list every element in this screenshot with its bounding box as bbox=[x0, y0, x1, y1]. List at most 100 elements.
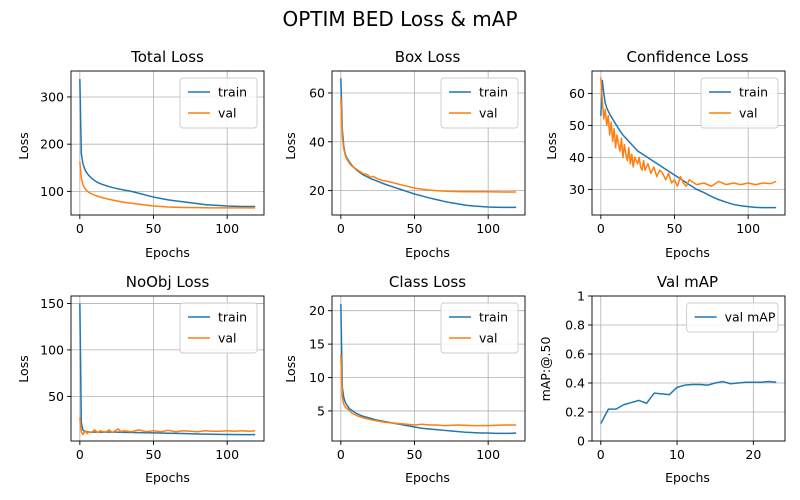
y-tick-label: 15 bbox=[309, 337, 325, 352]
legend-label-train: train bbox=[218, 85, 247, 100]
series-line-val bbox=[340, 97, 517, 193]
x-axis-label: Epochs bbox=[665, 470, 710, 485]
axes-frame bbox=[331, 70, 526, 216]
axes-frame bbox=[70, 70, 265, 216]
panel-title: Confidence Loss bbox=[626, 48, 748, 66]
legend: train val bbox=[440, 77, 519, 129]
y-tick-label: 150 bbox=[40, 296, 64, 311]
x-axis-label: Epochs bbox=[405, 245, 450, 260]
legend: train val bbox=[179, 77, 258, 129]
ticks: 0 50 100 20 40 60 bbox=[309, 85, 500, 236]
y-axis-label: Loss bbox=[16, 355, 31, 382]
y-axis-label: Loss bbox=[283, 355, 298, 382]
y-axis-label: Loss bbox=[16, 132, 31, 159]
series-line-train bbox=[340, 304, 517, 435]
x-tick-label: 0 bbox=[76, 221, 84, 236]
x-tick-label: 10 bbox=[669, 447, 685, 462]
x-tick-label: 0 bbox=[337, 447, 345, 462]
x-axis-label: Epochs bbox=[405, 470, 450, 485]
legend-label-val: val bbox=[479, 331, 498, 346]
y-tick-label: 100 bbox=[40, 184, 64, 199]
figure-title: OPTIM BED Loss & mAP bbox=[282, 7, 517, 31]
panel-class-loss: Class Loss Epochs Loss 0 50 100 5 10 15 20 trai… bbox=[283, 273, 526, 485]
x-tick-label: 100 bbox=[476, 447, 500, 462]
x-tick-label: 50 bbox=[407, 221, 423, 236]
legend-frame bbox=[440, 77, 519, 129]
legend: train val bbox=[700, 77, 779, 129]
legend-label-train: train bbox=[479, 85, 508, 100]
x-tick-label: 50 bbox=[407, 447, 423, 462]
y-tick-label: 0.4 bbox=[565, 376, 585, 391]
x-axis-label: Epochs bbox=[145, 470, 190, 485]
y-tick-label: 20 bbox=[309, 183, 325, 198]
plot-area bbox=[340, 304, 517, 435]
ticks: 0 50 100 100 200 300 bbox=[40, 89, 239, 236]
y-tick-label: 30 bbox=[569, 182, 585, 197]
y-tick-label: 0.2 bbox=[565, 405, 585, 420]
x-tick-label: 50 bbox=[146, 447, 162, 462]
x-axis-label: Epochs bbox=[145, 245, 190, 260]
panel-title: NoObj Loss bbox=[126, 273, 210, 291]
x-tick-label: 0 bbox=[76, 447, 84, 462]
panel-noobj-loss: NoObj Loss Epochs Loss 0 50 100 50 100 150 tra… bbox=[16, 273, 265, 485]
plot-area bbox=[600, 77, 777, 209]
legend-label-val: val bbox=[479, 106, 498, 121]
series-line-train bbox=[600, 79, 777, 209]
x-tick-label: 0 bbox=[337, 221, 345, 236]
y-tick-label: 10 bbox=[309, 370, 325, 385]
y-tick-label: 0.6 bbox=[565, 347, 585, 362]
ticks: 0 50 100 5 10 15 20 bbox=[309, 303, 500, 462]
legend-label-val-map: val mAP bbox=[725, 310, 776, 325]
y-tick-label: 0.8 bbox=[565, 318, 585, 333]
legend: train val bbox=[440, 302, 519, 354]
legend-frame bbox=[686, 302, 779, 333]
legend-label-train: train bbox=[218, 310, 247, 325]
panel-box-loss: Box Loss Epochs Loss 0 50 100 20 40 60 train va… bbox=[283, 48, 526, 260]
panel-title: Box Loss bbox=[395, 48, 461, 66]
panel-title: Val mAP bbox=[657, 273, 718, 291]
y-tick-label: 300 bbox=[40, 89, 64, 104]
grid bbox=[592, 71, 785, 215]
y-tick-label: 40 bbox=[569, 150, 585, 165]
y-tick-label: 50 bbox=[569, 118, 585, 133]
x-axis-label: Epochs bbox=[665, 245, 710, 260]
y-tick-label: 0 bbox=[577, 434, 585, 449]
legend-frame bbox=[179, 302, 258, 354]
panel-total-loss: Total Loss Epochs Loss 0 50 100 100 200 300 tr… bbox=[16, 48, 265, 260]
legend-label-train: train bbox=[479, 310, 508, 325]
axes-frame bbox=[591, 70, 786, 216]
legend-label-train: train bbox=[739, 85, 768, 100]
plot-area bbox=[340, 78, 517, 209]
legend-label-val: val bbox=[739, 106, 758, 121]
y-axis-label: mAP:@.50 bbox=[538, 337, 553, 402]
y-tick-label: 40 bbox=[309, 134, 325, 149]
plot-area bbox=[79, 79, 256, 209]
panel-title: Total Loss bbox=[130, 48, 204, 66]
x-tick-label: 20 bbox=[745, 447, 761, 462]
series-line-val-map bbox=[600, 380, 777, 424]
x-tick-label: 100 bbox=[215, 221, 239, 236]
ticks: 0 10 20 0 0.2 0.4 0.6 0.8 1 bbox=[565, 289, 761, 463]
y-tick-label: 100 bbox=[40, 342, 64, 357]
legend-frame bbox=[440, 302, 519, 354]
y-tick-label: 60 bbox=[309, 85, 325, 100]
y-tick-label: 20 bbox=[309, 303, 325, 318]
axes-frame bbox=[591, 295, 786, 442]
ticks: 0 50 100 50 100 150 bbox=[40, 296, 239, 462]
legend: train val bbox=[179, 302, 258, 354]
legend-label-val: val bbox=[218, 331, 237, 346]
y-tick-label: 50 bbox=[48, 389, 64, 404]
series-line-val bbox=[600, 77, 777, 187]
series-line-val bbox=[79, 161, 256, 209]
series-line-train bbox=[79, 79, 256, 208]
x-tick-label: 100 bbox=[215, 447, 239, 462]
plot-area bbox=[600, 380, 777, 424]
axes-frame bbox=[331, 295, 526, 442]
x-tick-label: 50 bbox=[146, 221, 162, 236]
series-line-val bbox=[79, 417, 256, 436]
x-tick-label: 0 bbox=[597, 447, 605, 462]
y-tick-label: 60 bbox=[569, 86, 585, 101]
y-tick-label: 5 bbox=[317, 403, 325, 418]
